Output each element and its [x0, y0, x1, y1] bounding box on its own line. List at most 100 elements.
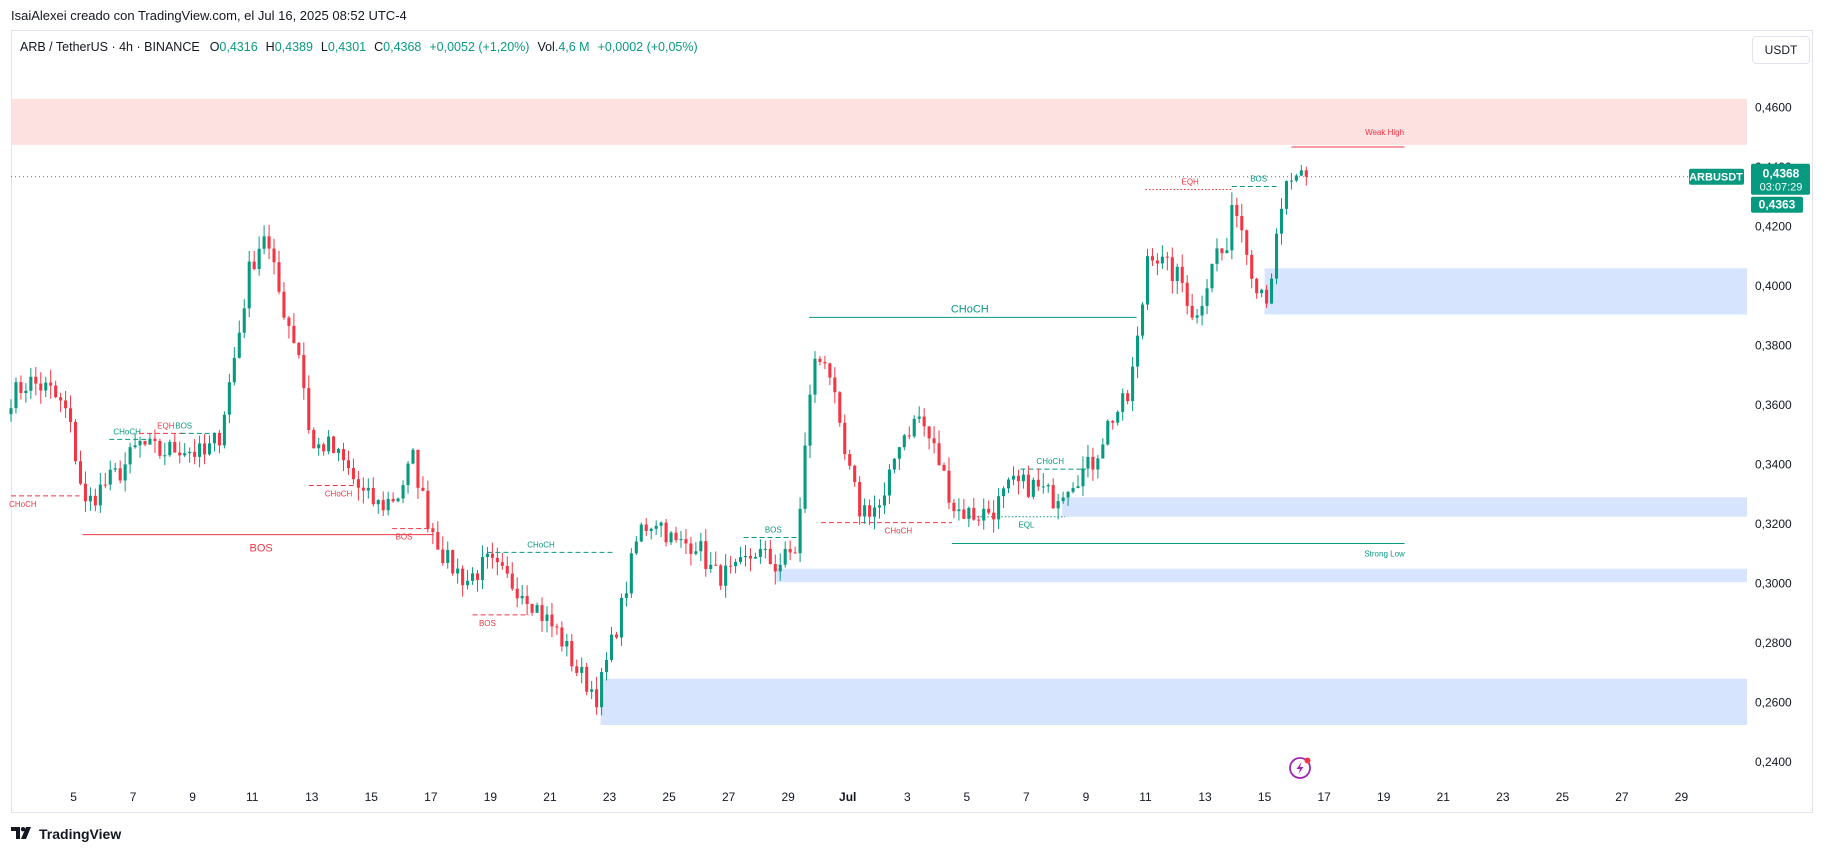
candle [1279, 198, 1284, 245]
candle-body [49, 382, 53, 386]
candle [1056, 493, 1060, 520]
candle [133, 433, 137, 449]
candle [361, 477, 365, 504]
candle [639, 522, 643, 543]
candle [1235, 197, 1239, 228]
candle [103, 472, 107, 489]
candle [1096, 454, 1100, 479]
lightning-icon[interactable] [1289, 757, 1311, 779]
candle [1175, 263, 1179, 294]
currency-button[interactable]: USDT [1752, 36, 1810, 64]
candle-body [734, 561, 738, 567]
candle-body [485, 553, 489, 558]
candle [143, 440, 147, 447]
candle-body [1036, 479, 1040, 487]
candle-body [168, 441, 172, 456]
x-tick-label: 7 [130, 790, 137, 804]
candle-body [302, 355, 306, 389]
candle [932, 426, 936, 454]
candle-body [1180, 266, 1184, 283]
candle [322, 442, 326, 456]
x-axis[interactable]: 5 7 9 11 13 15 17 19 21 23 25 27 29 Jul 3 5 7 9 11 13 15 17 19… [70, 790, 1688, 804]
candle [9, 399, 13, 422]
candle [456, 558, 460, 584]
candle [446, 541, 450, 569]
x-tick-label: 17 [424, 790, 438, 804]
candle-body [803, 445, 807, 509]
candle [44, 376, 48, 398]
candle [858, 476, 862, 525]
candle-body [624, 593, 628, 598]
candle [401, 480, 405, 504]
candle [575, 659, 579, 677]
candle-body [203, 443, 207, 455]
candle-body [396, 498, 400, 502]
y-tick-label: 0,2800 [1755, 636, 1792, 650]
candle [1136, 326, 1140, 379]
candle-body [555, 626, 559, 628]
candle-body [1150, 256, 1154, 261]
candle-body [927, 426, 931, 439]
candle [1101, 438, 1105, 459]
candle [609, 626, 614, 663]
candle [148, 433, 152, 445]
candle [882, 482, 886, 515]
candle-body [912, 418, 916, 437]
candle [674, 526, 678, 543]
candle [1011, 466, 1016, 486]
candle [1230, 192, 1234, 260]
candle-body [758, 549, 762, 557]
candle [590, 681, 594, 700]
candle-body [515, 588, 519, 599]
structure-label: CHoCH [885, 527, 913, 536]
candle [1190, 293, 1194, 321]
candle-body [128, 447, 132, 465]
candle-body [679, 539, 683, 541]
candle-body [1021, 474, 1025, 482]
candle [163, 442, 167, 466]
structure-label: BOS [1250, 175, 1267, 184]
x-tick-label: 17 [1317, 790, 1331, 804]
candle-body [371, 487, 375, 505]
candle-body [704, 541, 708, 569]
candle [783, 541, 787, 568]
candle-body [73, 421, 78, 462]
candle-body [178, 452, 182, 456]
candle [957, 498, 961, 521]
candle-body [272, 248, 276, 263]
candle-body [798, 508, 802, 554]
candle [535, 602, 539, 614]
candle-body [163, 455, 167, 457]
candle-body [600, 672, 604, 708]
symbol-title[interactable]: ARB / TetherUS · 4h · BINANCE [20, 40, 200, 54]
candle [1091, 447, 1095, 481]
candle-body [337, 449, 341, 453]
candle [709, 551, 713, 573]
x-tick-label: 27 [1615, 790, 1629, 804]
candle-body [967, 507, 971, 519]
candle-body [674, 532, 678, 541]
candle [1250, 250, 1254, 289]
candle [1205, 279, 1209, 315]
x-tick-label: 5 [963, 790, 970, 804]
candle-body [257, 248, 261, 270]
candle-body [480, 557, 485, 580]
tradingview-brand[interactable]: TradingView [11, 826, 121, 842]
candle [312, 427, 316, 449]
candle-body [917, 416, 921, 419]
candle-body [495, 557, 499, 563]
candle [510, 562, 514, 591]
candle [317, 438, 321, 456]
candle [436, 521, 440, 550]
candle-body [575, 666, 579, 673]
candle [634, 536, 638, 556]
candle-body [997, 496, 1001, 520]
candle [868, 499, 872, 526]
candle [183, 443, 187, 458]
candle-body [193, 451, 197, 457]
candle [927, 426, 931, 450]
key-level-label: Strong Low [1364, 550, 1405, 559]
candle [297, 341, 301, 359]
